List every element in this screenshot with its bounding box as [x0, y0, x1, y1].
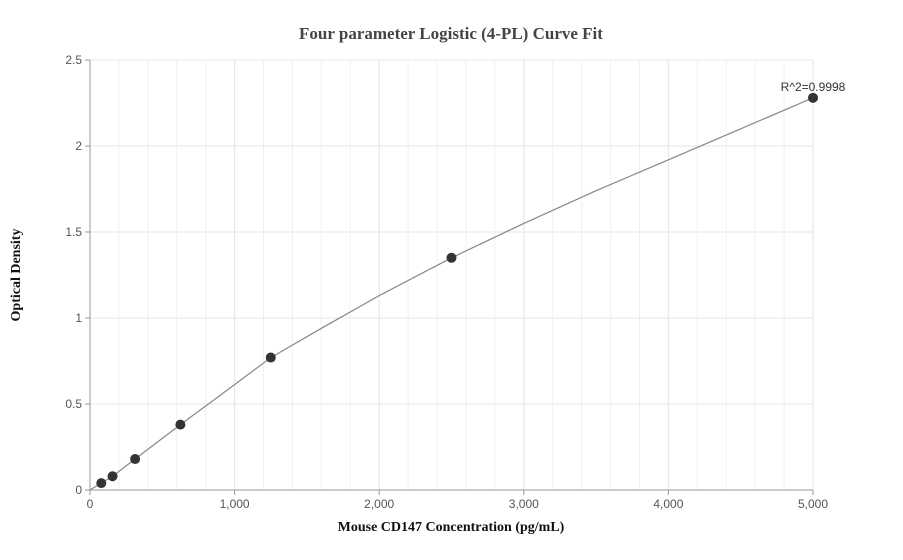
x-tick-label: 2,000 — [364, 497, 394, 511]
y-ticks: 0 0.5 1 1.5 2 2.5 — [65, 53, 90, 497]
r-squared-annotation: R^2=0.9998 — [781, 80, 846, 94]
x-axis-title: Mouse CD147 Concentration (pg/mL) — [338, 520, 565, 535]
data-point — [265, 352, 276, 363]
y-tick-label: 2 — [75, 139, 82, 153]
data-point — [107, 471, 118, 482]
y-tick-label: 1.5 — [65, 225, 82, 239]
y-axis-title: Optical Density — [9, 229, 24, 322]
x-tick-label: 3,000 — [509, 497, 539, 511]
y-tick-label: 1 — [75, 311, 82, 325]
data-point — [808, 92, 818, 103]
x-tick-label: 1,000 — [220, 497, 250, 511]
x-tick-label: 0 — [87, 497, 94, 511]
data-point — [446, 252, 457, 263]
y-tick-label: 2.5 — [65, 53, 82, 67]
data-points — [96, 92, 818, 489]
fit-curve — [89, 97, 814, 491]
chart-title: Four parameter Logistic (4-PL) Curve Fit — [299, 24, 603, 43]
x-tick-label: 4,000 — [653, 497, 683, 511]
data-point — [175, 419, 186, 430]
data-point — [130, 454, 141, 465]
data-point — [96, 478, 107, 489]
x-tick-label: 5,000 — [798, 497, 828, 511]
axes — [89, 60, 813, 491]
y-tick-label: 0.5 — [65, 397, 82, 411]
grid — [89, 59, 814, 491]
y-tick-label: 0 — [75, 483, 82, 497]
x-ticks: 0 1,000 2,000 3,000 4,000 5,000 — [87, 490, 828, 511]
